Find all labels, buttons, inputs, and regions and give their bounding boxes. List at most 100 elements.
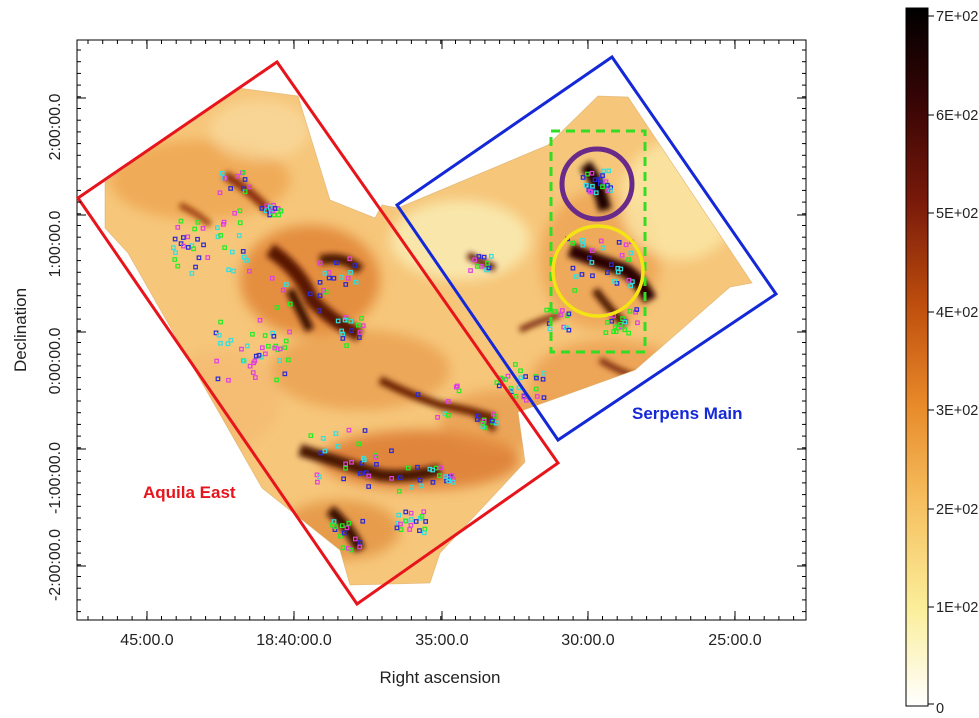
source-marker [566, 327, 572, 333]
x-tick-labels: 45:00.0 18:40:00.0 35:00.0 30:00.0 25:00… [120, 632, 761, 649]
source-marker [333, 431, 339, 436]
source-marker [259, 206, 265, 211]
source-marker [421, 509, 427, 515]
source-marker [408, 522, 414, 528]
source-marker [267, 204, 273, 210]
source-marker [228, 337, 234, 343]
source-marker [276, 212, 281, 218]
source-marker [195, 219, 201, 225]
source-marker [218, 233, 224, 238]
source-marker [321, 287, 326, 293]
source-marker [247, 268, 252, 274]
source-marker [490, 418, 495, 424]
source-marker [205, 255, 211, 260]
source-marker [308, 433, 314, 438]
source-marker [171, 245, 176, 250]
source-marker [271, 333, 277, 339]
source-marker [605, 188, 611, 193]
source-marker [389, 476, 394, 481]
source-marker [178, 241, 184, 246]
source-marker [430, 467, 435, 473]
source-marker [242, 189, 248, 194]
source-marker [196, 255, 202, 261]
source-marker [523, 397, 529, 403]
source-marker [237, 220, 243, 226]
source-marker [191, 246, 196, 252]
source-marker [172, 236, 178, 242]
source-marker [415, 392, 421, 397]
source-marker [307, 291, 313, 297]
source-marker [427, 466, 433, 472]
colorbar-tick-label: 0 [936, 701, 944, 717]
source-marker [357, 544, 362, 550]
source-marker [356, 441, 362, 447]
x-tick-label: 30:00.0 [561, 632, 614, 649]
source-marker [251, 360, 256, 366]
source-marker [505, 373, 511, 379]
source-marker [348, 547, 354, 553]
source-marker [260, 345, 265, 351]
source-marker [250, 370, 256, 375]
source-marker [417, 477, 423, 483]
source-marker [612, 279, 617, 284]
source-marker [361, 457, 367, 463]
source-marker [315, 479, 320, 485]
source-marker [326, 275, 332, 281]
source-marker [215, 376, 221, 382]
colorbar-ticks [928, 15, 934, 705]
source-marker [627, 308, 633, 314]
source-marker [338, 274, 344, 280]
source-marker [613, 329, 619, 334]
source-marker [346, 427, 352, 433]
source-marker [558, 312, 564, 318]
source-marker [185, 245, 191, 250]
source-marker [491, 411, 496, 417]
source-marker [612, 324, 618, 330]
source-marker [331, 275, 337, 281]
source-marker [626, 257, 632, 262]
source-marker [231, 268, 236, 274]
source-marker [622, 327, 628, 333]
source-marker [178, 218, 184, 224]
source-marker [475, 264, 480, 269]
source-marker [623, 242, 629, 248]
source-marker [344, 525, 350, 531]
source-marker [626, 277, 632, 283]
source-marker [280, 287, 286, 293]
serpens-main-region [394, 54, 779, 443]
source-marker [341, 476, 346, 482]
source-marker [408, 517, 414, 522]
source-marker [580, 237, 585, 243]
source-marker [222, 175, 228, 181]
source-marker [226, 377, 231, 383]
source-marker [496, 383, 502, 389]
source-marker [544, 307, 550, 313]
source-marker [340, 331, 346, 337]
source-marker [518, 375, 524, 381]
source-marker [340, 545, 346, 551]
source-marker [250, 331, 255, 337]
source-marker [244, 343, 250, 349]
source-marker [200, 226, 206, 231]
source-marker [600, 245, 606, 251]
source-marker [541, 395, 547, 400]
source-marker [278, 208, 283, 213]
source-marker [359, 315, 364, 321]
source-marker [286, 357, 291, 363]
source-marker [335, 318, 341, 324]
source-marker [443, 474, 449, 479]
source-marker [356, 322, 361, 328]
source-marker [437, 473, 442, 478]
source-marker [247, 184, 252, 190]
source-marker [192, 226, 197, 232]
source-marker [322, 448, 328, 454]
source-marker [346, 520, 352, 526]
source-marker [611, 329, 617, 334]
source-marker [415, 464, 420, 470]
source-marker [228, 186, 233, 191]
source-marker [541, 370, 547, 376]
source-marker [579, 272, 585, 277]
source-marker [185, 234, 191, 240]
source-marker [413, 519, 419, 524]
